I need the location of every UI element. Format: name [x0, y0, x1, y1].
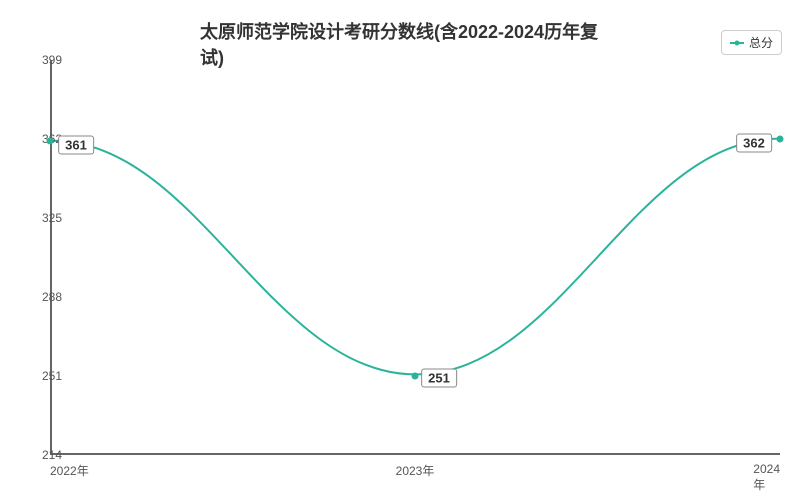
legend-dot-icon: [734, 40, 739, 45]
x-tick-label: 2024年: [753, 462, 780, 493]
data-point: [47, 138, 54, 145]
y-tick-label: 251: [42, 369, 62, 383]
chart-container: 太原师范学院设计考研分数线(含2022-2024历年复试) 总分 2142512…: [0, 0, 800, 500]
legend-line-marker: [730, 42, 744, 44]
legend: 总分: [721, 30, 782, 55]
line-path: [52, 60, 780, 453]
data-point: [777, 136, 784, 143]
data-label: 251: [421, 369, 457, 388]
y-tick-label: 325: [42, 211, 62, 225]
x-tick-label: 2022年: [50, 462, 89, 479]
y-tick-label: 288: [42, 290, 62, 304]
y-tick-label: 399: [42, 53, 62, 67]
legend-label: 总分: [749, 34, 773, 51]
x-tick-label: 2023年: [396, 462, 435, 479]
plot-area: [50, 60, 780, 455]
data-label: 361: [58, 136, 94, 155]
data-point: [412, 373, 419, 380]
data-label: 362: [736, 134, 772, 153]
y-tick-label: 214: [42, 448, 62, 462]
